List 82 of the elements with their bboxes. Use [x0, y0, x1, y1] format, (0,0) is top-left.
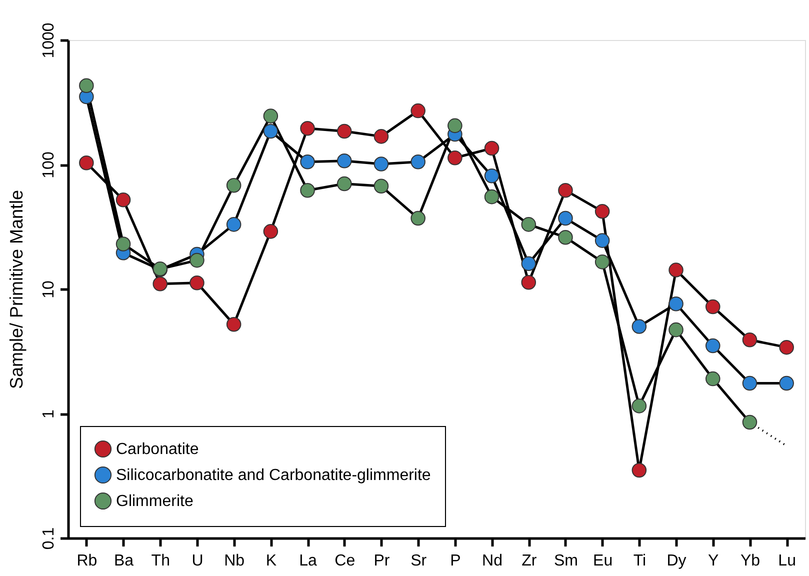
point	[668, 262, 684, 278]
point	[336, 124, 352, 139]
point	[226, 178, 242, 193]
x-tick-label: Ce	[334, 552, 356, 570]
x-tick-label: Ba	[114, 552, 134, 570]
y-axis-title: Sample/ Primitive Mantle	[6, 190, 26, 390]
point	[594, 204, 610, 219]
y-tick-label: 100	[40, 152, 58, 178]
point	[558, 182, 573, 198]
point	[448, 150, 462, 166]
point	[594, 254, 610, 270]
point	[742, 376, 758, 391]
point	[742, 332, 758, 348]
point	[558, 230, 573, 245]
legend-label: Silicocarbonatite and Carbonatite-glimmerite	[116, 467, 431, 484]
point	[779, 376, 794, 391]
point	[336, 176, 352, 192]
point	[263, 124, 278, 139]
x-tick-label: Eu	[593, 552, 613, 570]
x-tick-label: Th	[151, 552, 170, 570]
x-tick-label: La	[299, 552, 318, 570]
point	[190, 252, 204, 268]
point	[668, 322, 684, 338]
point	[300, 182, 315, 198]
point	[632, 319, 647, 334]
point	[558, 210, 573, 226]
point	[226, 217, 242, 232]
y-tick-label: 0.1	[40, 527, 58, 550]
point	[226, 316, 242, 332]
point	[79, 156, 94, 170]
point	[410, 154, 426, 170]
point	[190, 275, 204, 290]
y-tick-label: 1	[40, 409, 58, 418]
point	[632, 462, 647, 478]
point	[263, 224, 278, 239]
x-tick-label: Ti	[633, 552, 646, 570]
point	[705, 371, 720, 386]
point	[448, 118, 462, 134]
x-tick-label: Pr	[374, 552, 390, 570]
x-tick-label: Nb	[224, 552, 245, 570]
x-tick-label: P	[450, 552, 461, 570]
legend-label: Carbonatite	[116, 441, 199, 458]
x-tick-label: Nd	[482, 552, 502, 570]
point	[374, 129, 389, 144]
point	[521, 275, 536, 290]
x-tick-label: Dy	[666, 552, 686, 570]
point	[374, 156, 389, 172]
point	[521, 256, 536, 271]
point	[300, 121, 315, 136]
y-tick-label: 10	[40, 280, 58, 298]
point	[263, 108, 278, 124]
point	[705, 338, 720, 354]
y-tick-label: 1000	[40, 22, 58, 58]
point	[705, 299, 720, 314]
point	[668, 296, 684, 312]
point	[779, 340, 794, 355]
point	[484, 189, 500, 204]
x-tick-label: Zr	[522, 552, 538, 570]
point	[116, 236, 131, 252]
point	[300, 154, 315, 170]
x-tick-label: K	[266, 552, 277, 570]
point	[336, 153, 352, 168]
point	[79, 78, 94, 94]
x-tick-label: Lu	[778, 552, 796, 570]
x-tick-label: Sm	[554, 552, 578, 570]
x-tick-label: Sr	[410, 552, 428, 570]
point	[410, 103, 426, 118]
point	[521, 217, 536, 232]
x-tick-label: Rb	[76, 552, 98, 570]
point	[410, 210, 426, 226]
x-tick-label: Y	[708, 552, 720, 570]
legend-label: Glimmerite	[116, 493, 194, 510]
point	[742, 414, 758, 430]
point	[152, 276, 168, 292]
point	[116, 192, 131, 208]
point	[594, 233, 610, 248]
point	[632, 398, 647, 414]
point	[484, 140, 500, 156]
x-tick-label: U	[192, 552, 204, 570]
x-tick-label: Yb	[740, 552, 760, 570]
point	[374, 178, 389, 194]
point	[484, 168, 500, 184]
